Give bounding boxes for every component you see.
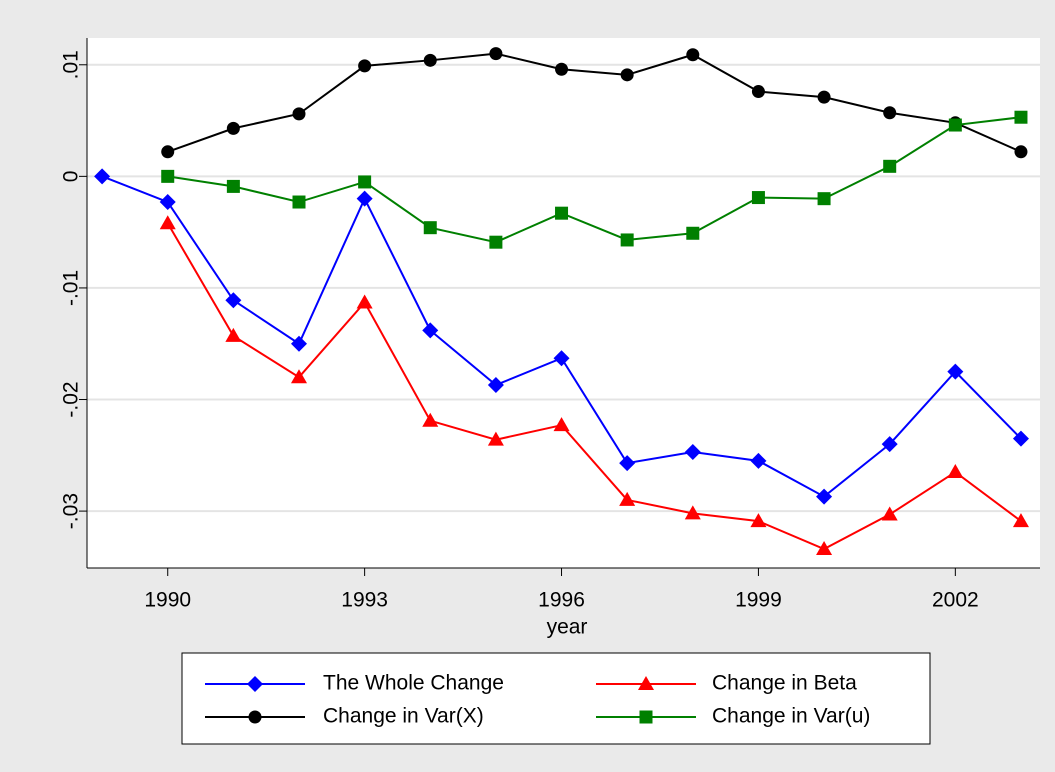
marker <box>292 195 306 209</box>
x-tick-label: 1999 <box>735 589 782 612</box>
marker <box>620 68 634 82</box>
marker <box>159 215 176 230</box>
marker <box>290 369 307 384</box>
marker <box>161 145 175 159</box>
marker <box>750 513 767 528</box>
x-axis-title: year <box>547 616 588 639</box>
marker <box>686 226 700 240</box>
marker <box>619 491 636 506</box>
marker <box>226 121 240 135</box>
marker <box>553 350 570 367</box>
x-tick-label: 1996 <box>538 589 585 612</box>
x-tick-label: 2002 <box>932 589 979 612</box>
legend-marker <box>248 710 262 724</box>
marker <box>489 235 503 249</box>
x-tick-label: 1993 <box>341 589 388 612</box>
marker <box>883 106 897 120</box>
marker <box>1014 110 1028 124</box>
marker <box>423 221 437 235</box>
marker <box>553 417 570 432</box>
marker <box>684 443 701 460</box>
marker <box>817 192 831 206</box>
marker <box>356 294 373 309</box>
marker <box>948 118 962 132</box>
legend-label: Change in Beta <box>712 672 857 695</box>
marker <box>487 431 504 446</box>
marker <box>816 488 833 505</box>
marker <box>226 179 240 193</box>
marker <box>292 107 306 121</box>
y-tick-label: -.01 <box>60 270 83 306</box>
marker <box>881 506 898 521</box>
marker <box>947 363 964 380</box>
legend-label: Change in Var(u) <box>712 705 870 728</box>
legend-marker <box>247 676 263 692</box>
marker <box>686 48 700 62</box>
marker <box>620 233 634 247</box>
series-line <box>167 116 1022 244</box>
legend-marker <box>639 710 653 724</box>
marker <box>422 412 439 427</box>
marker <box>94 168 111 185</box>
marker <box>1012 430 1029 447</box>
legend <box>181 652 931 745</box>
y-tick-label: 0 <box>60 171 83 183</box>
marker <box>159 194 176 211</box>
marker <box>883 159 897 173</box>
marker <box>358 175 372 189</box>
marker <box>487 377 504 394</box>
marker <box>358 59 372 73</box>
marker <box>356 190 373 207</box>
marker <box>684 505 701 520</box>
y-tick-label: -.02 <box>60 381 83 417</box>
marker <box>816 541 833 556</box>
marker <box>881 436 898 453</box>
y-tick-label: .01 <box>60 50 83 79</box>
marker <box>225 292 242 309</box>
series-line <box>167 52 1022 153</box>
marker <box>555 62 569 76</box>
x-tick-label: 1990 <box>144 589 191 612</box>
marker <box>423 53 437 67</box>
legend-marker <box>638 676 654 690</box>
marker <box>161 169 175 183</box>
series-line <box>166 222 1022 551</box>
marker <box>817 90 831 104</box>
marker <box>555 206 569 220</box>
marker <box>751 191 765 205</box>
marker <box>751 85 765 99</box>
marker <box>290 335 307 352</box>
marker <box>1012 513 1029 528</box>
marker <box>225 327 242 342</box>
legend-label: Change in Var(X) <box>323 705 484 728</box>
marker <box>489 47 503 61</box>
marker <box>750 452 767 469</box>
marker <box>947 464 964 479</box>
marker <box>619 455 636 472</box>
marker <box>422 322 439 339</box>
y-tick-label: -.03 <box>60 493 83 529</box>
marker <box>1014 145 1028 159</box>
legend-label: The Whole Change <box>323 672 504 695</box>
